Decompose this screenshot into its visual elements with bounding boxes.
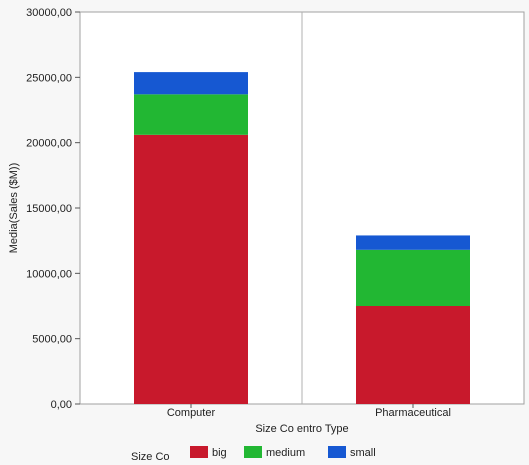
- y-tick-label: 10000,00: [26, 268, 72, 280]
- legend-label-small: small: [350, 447, 376, 459]
- x-axis-title: Size Co entro Type: [255, 423, 348, 435]
- y-tick-label: 20000,00: [26, 138, 72, 150]
- legend-swatch-small: [328, 446, 346, 458]
- legend-swatch-medium: [244, 446, 262, 458]
- y-tick-label: 5000,00: [32, 334, 72, 346]
- bar-pharmaceutical-medium: [356, 249, 470, 306]
- legend-label-medium: medium: [266, 447, 305, 459]
- bar-computer-big: [134, 134, 248, 404]
- legend-label-big: big: [212, 447, 227, 459]
- legend-swatch-big: [190, 446, 208, 458]
- bar-computer-medium: [134, 94, 248, 135]
- x-tick-label: Pharmaceutical: [375, 407, 451, 419]
- y-tick-label: 0,00: [51, 399, 72, 411]
- y-tick-label: 25000,00: [26, 72, 72, 84]
- bar-pharmaceutical-big: [356, 306, 470, 404]
- y-axis-title: Media(Sales ($M)): [8, 163, 20, 253]
- y-tick-label: 30000,00: [26, 7, 72, 19]
- bar-computer-small: [134, 72, 248, 95]
- bar-pharmaceutical-small: [356, 235, 470, 250]
- y-tick-label: 15000,00: [26, 203, 72, 215]
- legend-title: Size Co: [131, 451, 170, 463]
- x-tick-label: Computer: [167, 407, 216, 419]
